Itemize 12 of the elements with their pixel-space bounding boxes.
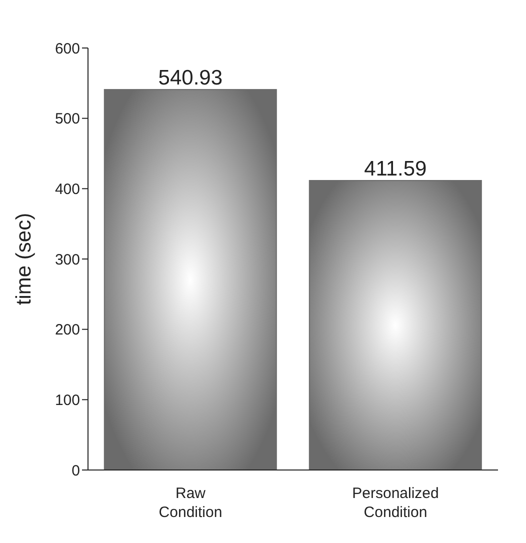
data-label: 411.59 — [364, 158, 427, 181]
x-tick-label: Personalized Condition — [352, 485, 439, 521]
x-tick-label: Raw Condition — [158, 485, 222, 521]
y-tick-label: 500 — [54, 110, 80, 128]
y-tick-label: 400 — [54, 180, 80, 198]
y-axis-title: time (sec) — [12, 212, 36, 306]
y-tick-label: 0 — [72, 462, 80, 480]
data-label: 540.93 — [158, 66, 223, 90]
y-tick-label: 300 — [54, 251, 80, 268]
y-tick-label: 200 — [54, 322, 80, 339]
y-tick-label: 100 — [54, 392, 80, 409]
y-tick-label: 600 — [54, 40, 80, 58]
